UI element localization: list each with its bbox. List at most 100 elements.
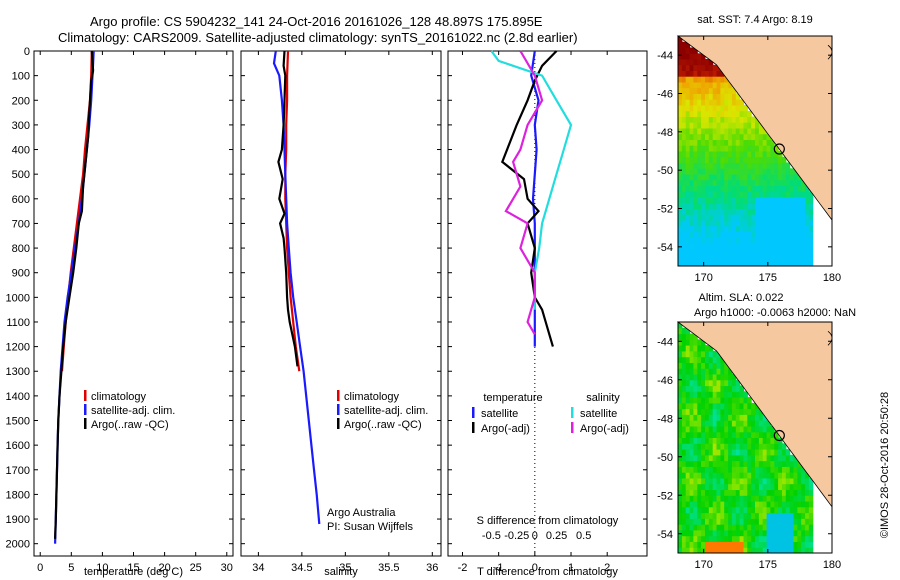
map-cell <box>739 437 744 444</box>
map-cell <box>793 506 798 514</box>
map-cell <box>697 431 702 438</box>
map-cell <box>705 449 710 456</box>
map-cell <box>724 449 729 456</box>
map-cell <box>770 437 775 444</box>
map-cell <box>697 156 702 163</box>
map-cell <box>731 501 737 508</box>
map-cell <box>697 518 702 525</box>
map-cell <box>743 151 748 158</box>
map-cell <box>782 466 787 473</box>
map-cell <box>739 162 744 169</box>
map-cell <box>782 243 787 250</box>
map-cell <box>731 254 737 261</box>
map-cell <box>705 356 710 363</box>
map-cell <box>755 225 760 232</box>
map-cell <box>724 431 729 438</box>
map-cell <box>685 214 691 221</box>
map-cell <box>689 168 694 175</box>
map-cell <box>789 489 795 496</box>
map-cell <box>789 460 795 467</box>
map-cell <box>685 145 691 152</box>
map-cell <box>716 466 721 473</box>
map-cell <box>681 64 687 71</box>
map-cell <box>747 483 752 490</box>
map-cell <box>755 179 760 186</box>
map-cell <box>782 518 787 525</box>
map-cell <box>701 70 706 77</box>
map-cell <box>697 93 702 100</box>
map-cell <box>762 191 768 198</box>
map-cell <box>708 472 714 479</box>
map-cell <box>712 105 718 112</box>
map-cell <box>678 443 683 450</box>
map-cell <box>720 105 725 112</box>
map-cell <box>689 362 694 369</box>
map-cell <box>739 179 744 186</box>
map-cell <box>808 220 814 227</box>
map-cell <box>805 202 810 209</box>
x-tick-label: -1 <box>494 562 504 574</box>
map-cell <box>708 420 714 427</box>
map-cell <box>782 237 787 244</box>
map-cell <box>785 529 791 537</box>
map-cell <box>766 185 771 192</box>
map-cell <box>693 93 698 100</box>
map-cell <box>797 220 802 227</box>
map-cell <box>678 379 683 387</box>
map-cell <box>705 391 710 398</box>
map-cell <box>739 431 744 438</box>
map-cell <box>701 449 706 456</box>
map-cell <box>708 379 714 387</box>
map-cell <box>762 472 768 479</box>
map-cell <box>739 156 744 163</box>
map-cell <box>778 156 783 163</box>
map-cell <box>689 110 694 117</box>
x-tick-label: 34 <box>252 562 264 574</box>
map-cell <box>678 110 683 117</box>
map-cell <box>785 524 791 531</box>
map-cell <box>801 489 806 496</box>
map-cell <box>770 426 775 433</box>
map-cell <box>785 174 791 181</box>
map-cell <box>685 327 691 335</box>
map-cell <box>778 472 783 479</box>
map-cell <box>716 472 721 479</box>
map-cell <box>697 483 702 490</box>
map-cell <box>689 64 694 71</box>
map-cell <box>805 512 810 519</box>
map-cell <box>808 529 814 537</box>
map-cell <box>693 483 698 490</box>
map-cell <box>681 495 687 502</box>
map-cell <box>785 162 791 169</box>
map-cell <box>685 185 691 192</box>
map-cell <box>739 254 744 261</box>
map-cell <box>770 460 775 467</box>
map-cell <box>693 431 698 438</box>
map-cell <box>705 168 710 175</box>
map-cell <box>720 431 725 438</box>
map-cell <box>731 87 737 94</box>
map-cell <box>716 477 721 485</box>
map-cell <box>735 191 741 198</box>
map-cell <box>685 220 691 227</box>
map-cell <box>747 449 752 456</box>
map-cell <box>755 145 760 152</box>
map-cell <box>739 168 744 175</box>
map-cell <box>720 248 725 255</box>
map-cell <box>751 116 756 123</box>
map-cell <box>805 472 810 479</box>
map-cell <box>743 162 748 169</box>
map-cell <box>755 202 760 209</box>
map-cell <box>766 220 771 227</box>
map-cell <box>751 225 756 232</box>
map-cell <box>720 443 725 450</box>
map-cell <box>747 402 752 410</box>
map-cell <box>716 248 721 255</box>
map-cell <box>755 248 760 255</box>
map-cell <box>728 541 733 548</box>
map-cell <box>685 225 691 232</box>
map-cell <box>808 524 814 531</box>
map-cell <box>782 501 787 508</box>
map-cell <box>739 495 744 502</box>
map-cell <box>728 168 733 175</box>
